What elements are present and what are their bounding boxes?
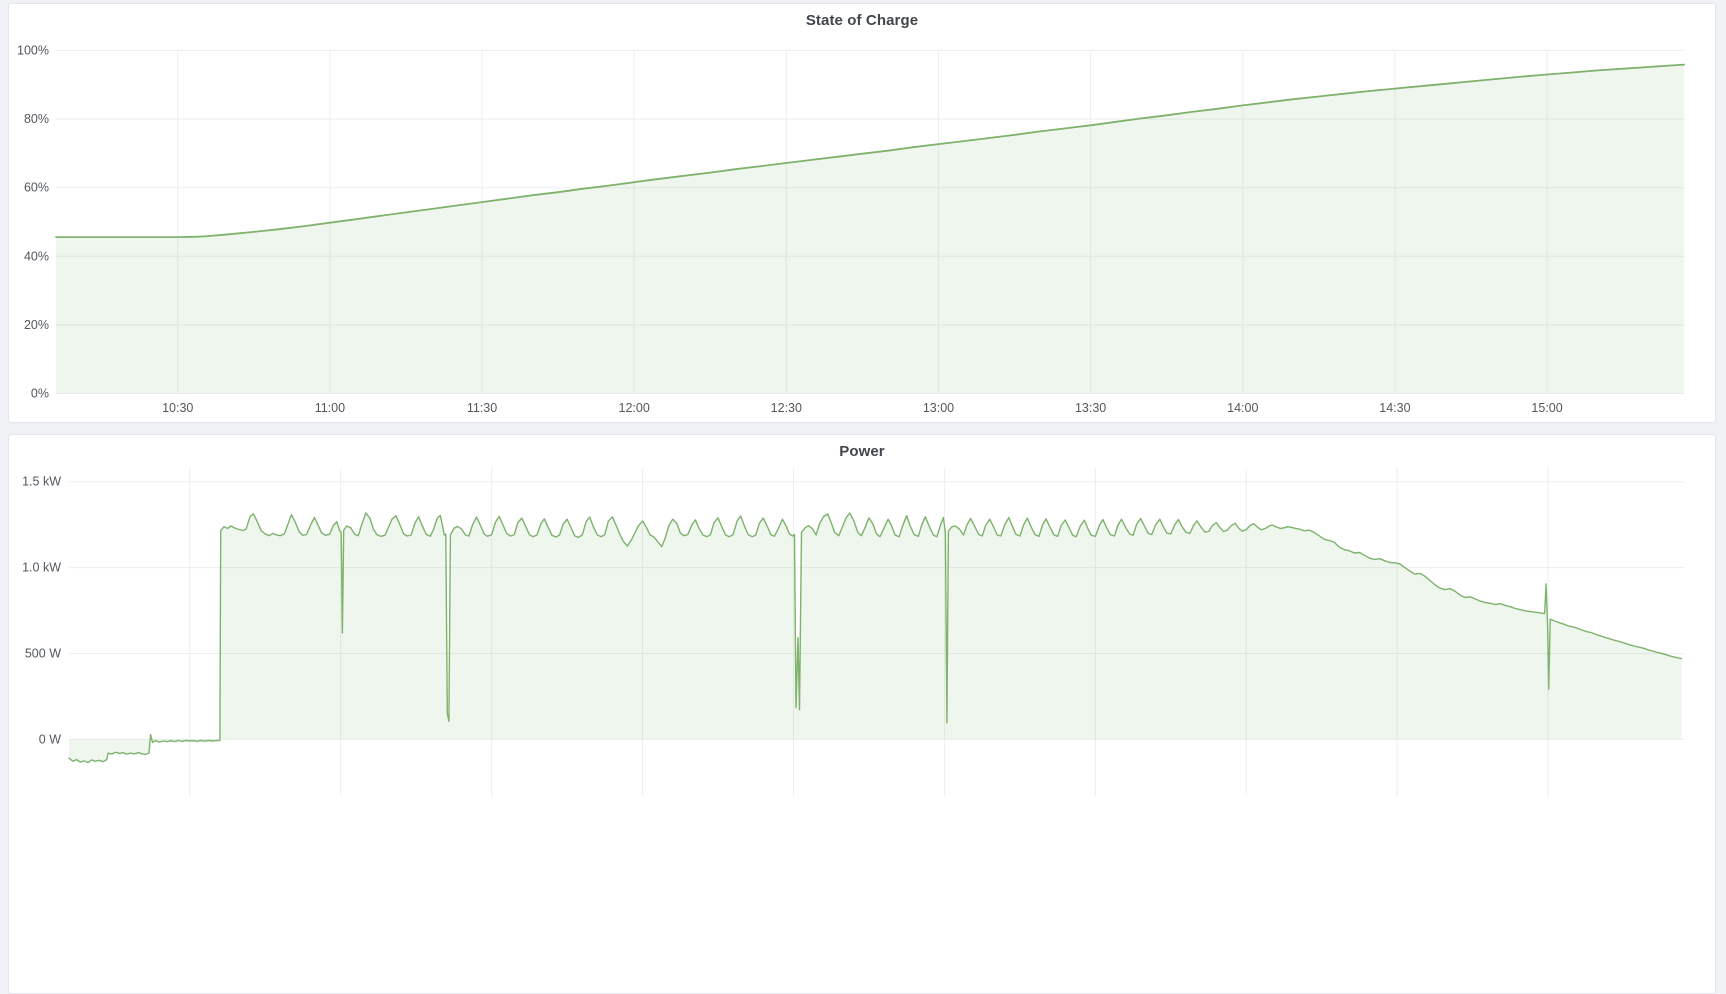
power-chart[interactable]: 0 W 500 W 1.0 kW 1.5 kW	[9, 435, 1715, 993]
series-area-fill	[69, 513, 1682, 763]
plot-area[interactable]	[69, 468, 1684, 796]
x-tick-label: 10:30	[162, 401, 193, 415]
series-area-fill	[56, 64, 1684, 394]
panel-state-of-charge: State of Charge 0% 20% 40% 60% 80% 100% 10:30 1…	[8, 3, 1716, 423]
x-tick-label: 14:00	[1227, 401, 1258, 415]
y-tick-label: 60%	[24, 181, 49, 195]
y-tick-label: 500 W	[25, 646, 61, 660]
x-tick-label: 15:00	[1531, 401, 1562, 415]
x-tick-label: 13:00	[923, 401, 954, 415]
y-tick-label: 1.0 kW	[22, 561, 61, 575]
x-tick-label: 12:00	[619, 401, 650, 415]
grafana-dashboard: { "theme": { "page_background": "#f0f2f6…	[8, 3, 1716, 994]
x-tick-label: 12:30	[771, 401, 802, 415]
y-tick-label: 20%	[24, 318, 49, 332]
series-line	[68, 512, 1683, 764]
plot-area[interactable]	[56, 51, 1684, 394]
state-of-charge-chart[interactable]: 0% 20% 40% 60% 80% 100% 10:30 11:00 11:30 12:00 12…	[9, 4, 1715, 422]
x-tick-label: 13:30	[1075, 401, 1106, 415]
y-tick-label: 1.5 kW	[22, 475, 61, 489]
y-tick-label: 80%	[24, 112, 49, 126]
x-tick-label: 11:30	[467, 401, 497, 415]
y-tick-label: 100%	[17, 44, 49, 58]
y-tick-label: 40%	[24, 249, 49, 263]
x-tick-label: 14:30	[1379, 401, 1410, 415]
y-tick-label: 0 W	[39, 732, 61, 746]
y-tick-label: 0%	[31, 387, 49, 401]
panel-title-power[interactable]: Power	[839, 443, 885, 460]
panel-title-state-of-charge[interactable]: State of Charge	[805, 12, 919, 29]
series-line	[55, 63, 1685, 238]
panel-power: Power 0 W 500 W 1.0 kW 1.5 kW	[8, 434, 1716, 994]
x-tick-label: 11:00	[315, 401, 345, 415]
